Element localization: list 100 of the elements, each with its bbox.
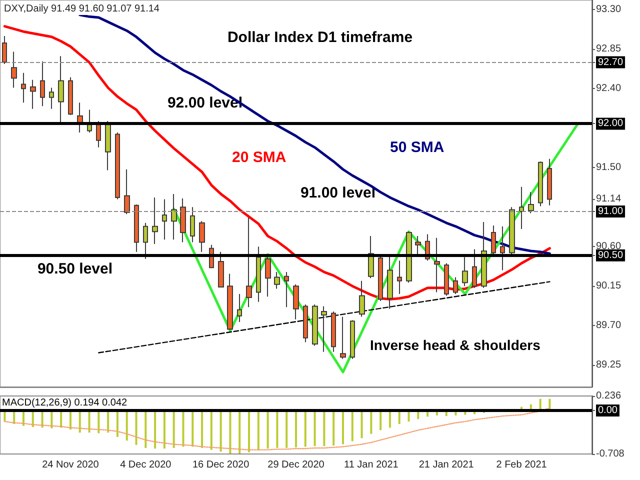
bar: [314, 410, 316, 446]
annotation: Inverse head & shoulders: [370, 337, 541, 353]
candlestick: [87, 109, 92, 134]
candlestick: [274, 272, 280, 290]
line-series: [78, 14, 551, 255]
candlestick: [472, 248, 477, 288]
candlestick: [519, 186, 524, 230]
y-tick-label: 92.85: [596, 44, 622, 55]
x-tick-label: 29 Dec 2020: [268, 460, 325, 470]
candlestick: [68, 76, 73, 116]
bar: [229, 410, 232, 454]
candlestick: [340, 316, 346, 360]
bar: [182, 410, 184, 447]
candlestick: [331, 311, 336, 352]
candlestick: [406, 231, 412, 284]
candlestick: [171, 193, 177, 240]
bar: [370, 410, 372, 434]
bar: [295, 410, 297, 448]
y-tick-label: 89.70: [596, 320, 622, 332]
bar: [276, 410, 278, 448]
candlestick: [359, 280, 365, 318]
ref-line-label: 91.00 level: [300, 184, 376, 202]
bar: [351, 410, 354, 442]
bar: [126, 410, 128, 441]
bar: [323, 410, 326, 446]
bar: [380, 410, 382, 430]
candlestick: [491, 225, 496, 256]
candlestick: [246, 217, 252, 308]
bar: [238, 410, 241, 454]
bar: [163, 410, 166, 449]
candlestick: [49, 87, 54, 110]
x-tick-label: 16 Dec 2020: [192, 460, 250, 470]
candlestick: [312, 304, 318, 346]
y-tick-label: 90.15: [596, 280, 622, 292]
y-tick-label: 0.00: [598, 405, 618, 416]
candlestick: [180, 198, 186, 243]
bar: [116, 410, 118, 437]
y-tick-label: 90.60: [596, 241, 622, 252]
bar: [304, 410, 306, 447]
candlestick: [293, 284, 299, 320]
candlestick: [124, 168, 130, 215]
candlestick: [538, 160, 543, 207]
bar: [210, 410, 212, 450]
x-tick-label: 21 Jan 2021: [418, 460, 474, 470]
candlestick: [115, 132, 120, 200]
y-tick-label: 92.00: [598, 118, 624, 130]
bar: [248, 410, 250, 452]
text: Dollar Index D1 timeframe: [227, 29, 413, 46]
x-tick-label: 4 Dec 2020: [120, 460, 172, 470]
candlestick: [397, 260, 402, 294]
candlestick: [500, 226, 505, 271]
candlestick: [227, 273, 233, 330]
text: 50 SMA: [390, 139, 444, 156]
series-label: 20 SMA: [232, 149, 286, 166]
candlestick: [218, 251, 224, 288]
bar: [266, 410, 269, 449]
y-tick-label: 91.50: [596, 162, 622, 174]
line-series: [4, 407, 550, 450]
line-series: [3, 25, 551, 300]
ref-line-label: 90.50 level: [37, 260, 113, 278]
bar: [144, 410, 147, 448]
chart-subtitle: DXY,Daily 91.49 91.60 91.07 91.14: [4, 4, 160, 14]
candlestick: [77, 102, 83, 134]
candlestick: [444, 262, 449, 296]
candlestick: [350, 320, 355, 360]
candlestick: [162, 198, 167, 240]
x-tick-label: 11 Jan 2021: [344, 460, 399, 470]
y-tick-label: 0.236: [596, 390, 622, 402]
x-tick-label: 24 Nov 2020: [42, 460, 100, 470]
chart-title: MACD(12,26,9) 0.194 0.042: [2, 398, 128, 408]
candlestick: [509, 206, 515, 257]
candlestick: [21, 72, 26, 104]
bar: [154, 410, 156, 449]
bar: [172, 410, 175, 448]
bar: [332, 410, 335, 446]
candlestick: [143, 222, 148, 260]
candlestick: [284, 272, 289, 308]
candlestick: [303, 304, 308, 343]
candlestick: [434, 237, 440, 293]
candlestick: [462, 256, 468, 287]
y-tick-label: 93.30: [596, 4, 622, 16]
candlestick: [40, 60, 45, 107]
bar: [342, 410, 344, 444]
candlestick: [387, 254, 393, 310]
bar: [220, 410, 222, 452]
candlestick: [190, 206, 195, 243]
x-tick-label: 2 Feb 2021: [496, 460, 548, 470]
bar: [201, 410, 204, 448]
y-tick-label: 89.25: [596, 360, 622, 371]
candlestick: [105, 120, 111, 171]
bar: [257, 410, 260, 450]
y-tick-label: 92.70: [598, 56, 624, 68]
bar: [135, 410, 138, 445]
candlestick: [237, 293, 242, 323]
candlestick: [199, 220, 205, 252]
bar: [192, 410, 194, 447]
candlestick: [415, 236, 421, 256]
candlestick: [321, 306, 327, 352]
y-tick-label: 91.14: [596, 194, 622, 205]
candlestick: [152, 196, 158, 244]
